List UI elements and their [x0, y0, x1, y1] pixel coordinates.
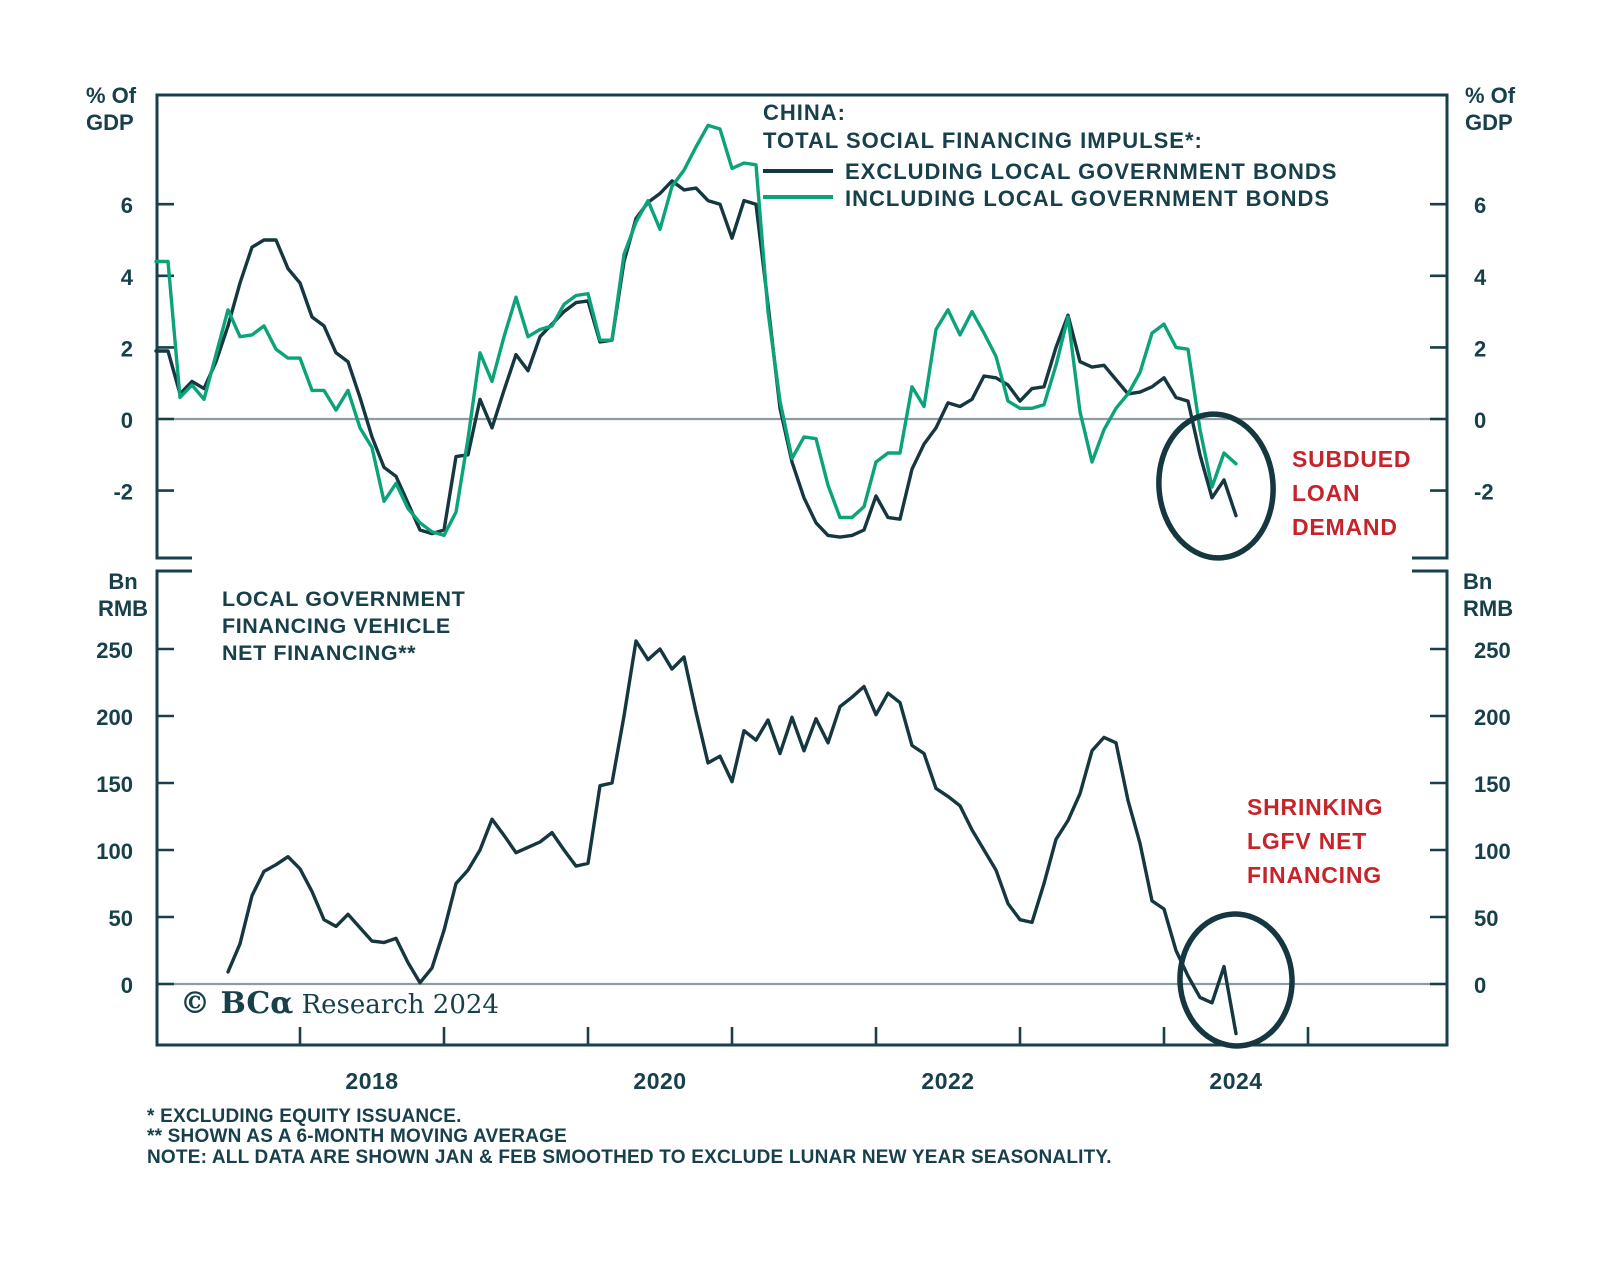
bottom-panel-title: LOCAL GOVERNMENT FINANCING VEHICLE NET F…: [222, 587, 465, 665]
bottom-panel-title-line3: NET FINANCING**: [222, 641, 416, 665]
bottom-left-tick-label: 250: [96, 638, 133, 663]
year-label-2020: 2020: [633, 1068, 686, 1094]
top-right-tick-label: -2: [1474, 480, 1494, 505]
bottom-panel-title-line2: FINANCING VEHICLE: [222, 614, 451, 638]
footnote-1: * EXCLUDING EQUITY ISSUANCE.: [147, 1106, 462, 1127]
panel-frames: [155, 93, 1449, 1047]
copyright-rest: Research 2024: [293, 990, 499, 1020]
top-left-tick-label: 6: [121, 193, 133, 218]
bottom-annotation-line1: SHRINKING: [1247, 794, 1383, 820]
top-annotation-line2: LOAN: [1292, 480, 1360, 506]
bottom-annotation-text: SHRINKING LGFV NET FINANCING: [1247, 794, 1383, 888]
top-left-unit-line2: GDP: [86, 110, 134, 135]
copyright-brand: © BCα: [180, 986, 293, 1021]
bottom-left-unit-line1: Bn: [108, 569, 137, 594]
x-axis-year-labels: 2018 2020 2022 2024: [345, 1068, 1262, 1094]
bottom-panel-border: [155, 569, 1449, 1047]
top-left-tick-label: 2: [121, 336, 133, 361]
footnotes: * EXCLUDING EQUITY ISSUANCE. ** SHOWN AS…: [147, 1106, 1112, 1168]
legend-label-excluding: EXCLUDING LOCAL GOVERNMENT BONDS: [845, 159, 1337, 184]
year-label-2018: 2018: [345, 1068, 398, 1094]
bottom-left-tick-label: 0: [121, 973, 133, 998]
series-line-excluding-local-government-bonds: [154, 179, 1238, 539]
bottom-left-tick-label: 50: [109, 906, 133, 931]
top-left-tick-label: 0: [121, 408, 133, 433]
top-left-unit-line1: % Of: [86, 83, 137, 108]
bottom-annotation-line3: FINANCING: [1247, 862, 1382, 888]
top-right-tick-label: 6: [1474, 193, 1486, 218]
footnote-3: NOTE: ALL DATA ARE SHOWN JAN & FEB SMOOT…: [147, 1147, 1112, 1168]
bottom-left-unit-line2: RMB: [98, 596, 148, 621]
top-right-tick-label: 4: [1474, 265, 1487, 290]
legend-label-including: INCLUDING LOCAL GOVERNMENT BONDS: [845, 186, 1330, 211]
top-annotation-text: SUBDUED LOAN DEMAND: [1292, 446, 1411, 540]
copyright: © BCα Research 2024: [180, 986, 499, 1021]
top-right-tick-label: 2: [1474, 336, 1486, 361]
top-annotation-line3: DEMAND: [1292, 514, 1398, 540]
bottom-right-unit-line1: Bn: [1463, 569, 1492, 594]
bottom-right-unit-line2: RMB: [1463, 596, 1513, 621]
top-right-unit-line1: % Of: [1465, 83, 1516, 108]
footnote-2: ** SHOWN AS A 6-MONTH MOVING AVERAGE: [147, 1126, 567, 1147]
bottom-right-tick-label: 0: [1474, 973, 1486, 998]
bottom-right-tick-label: 50: [1474, 906, 1498, 931]
bottom-left-tick-label: 100: [96, 839, 133, 864]
legend-title-line2: TOTAL SOCIAL FINANCING IMPULSE*:: [763, 128, 1203, 153]
year-label-2024: 2024: [1209, 1068, 1262, 1094]
bottom-annotation-line2: LGFV NET: [1247, 828, 1367, 854]
top-left-tick-label: -2: [113, 480, 133, 505]
top-left-tick-label: 4: [121, 265, 134, 290]
top-panel-border: [155, 93, 1449, 560]
bottom-left-tick-label: 150: [96, 772, 133, 797]
top-right-tick-label: 0: [1474, 408, 1486, 433]
bottom-right-tick-label: 250: [1474, 638, 1511, 663]
top-annotation-circle: [1156, 411, 1276, 561]
bottom-left-tick-label: 200: [96, 705, 133, 730]
series-line-including-local-government-bonds: [154, 123, 1238, 538]
year-label-2022: 2022: [921, 1068, 974, 1094]
legend-title-line1: CHINA:: [763, 100, 846, 125]
bottom-right-tick-label: 100: [1474, 839, 1511, 864]
bottom-annotation-circle: [1177, 911, 1295, 1049]
bottom-panel-title-line1: LOCAL GOVERNMENT: [222, 587, 465, 611]
top-annotation-line1: SUBDUED: [1292, 446, 1411, 472]
bottom-right-tick-label: 200: [1474, 705, 1511, 730]
legend: CHINA: TOTAL SOCIAL FINANCING IMPULSE*: …: [763, 100, 1337, 211]
series-line-lgfv-net-financing: [226, 639, 1238, 1036]
bottom-right-tick-label: 150: [1474, 772, 1511, 797]
top-right-unit-line2: GDP: [1465, 110, 1513, 135]
